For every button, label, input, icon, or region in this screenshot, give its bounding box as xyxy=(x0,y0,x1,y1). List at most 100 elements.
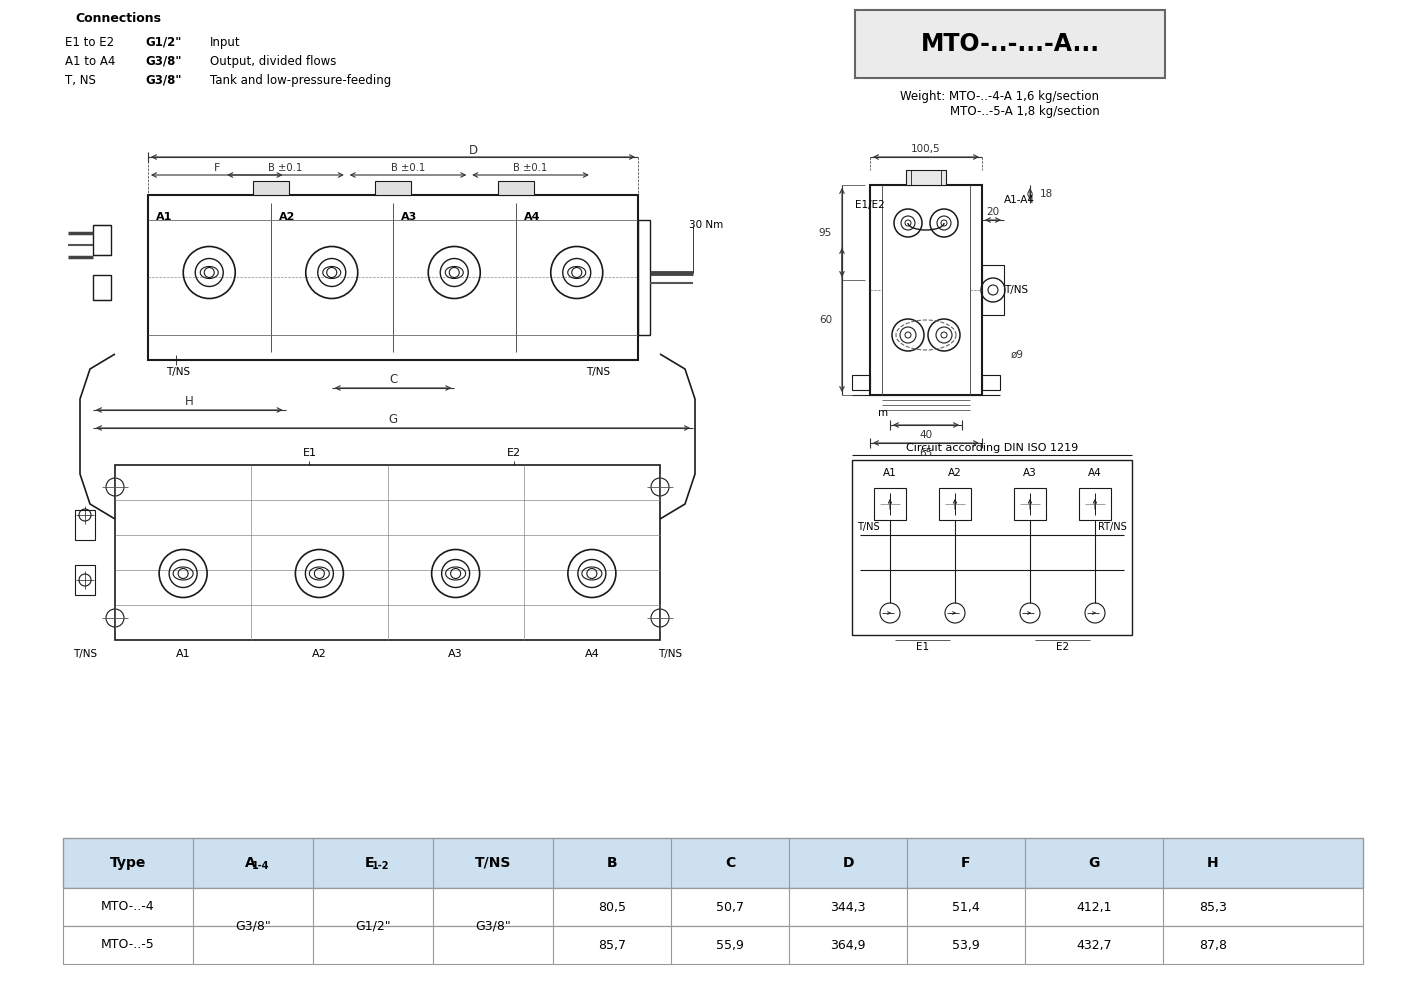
Text: ø9: ø9 xyxy=(1010,350,1023,360)
Bar xyxy=(63,838,1363,888)
Text: T/NS: T/NS xyxy=(166,367,190,377)
Text: F: F xyxy=(962,856,970,870)
Text: H: H xyxy=(186,395,194,407)
Text: 87,8: 87,8 xyxy=(1199,939,1227,951)
Bar xyxy=(1079,488,1112,520)
Bar xyxy=(870,185,982,395)
Text: A4: A4 xyxy=(1089,468,1102,478)
Text: 50,7: 50,7 xyxy=(716,901,743,914)
Text: 80,5: 80,5 xyxy=(598,901,626,914)
Bar xyxy=(873,488,906,520)
Bar xyxy=(939,488,970,520)
Text: B ±0.1: B ±0.1 xyxy=(514,163,548,173)
Text: 364,9: 364,9 xyxy=(831,939,866,951)
Text: B ±0.1: B ±0.1 xyxy=(268,163,303,173)
Text: T/NS: T/NS xyxy=(73,649,97,659)
Text: B ±0.1: B ±0.1 xyxy=(391,163,425,173)
Circle shape xyxy=(905,332,910,338)
Text: 60: 60 xyxy=(819,315,832,325)
Text: G3/8": G3/8" xyxy=(235,920,271,933)
Text: Input: Input xyxy=(210,36,241,48)
Bar xyxy=(93,275,111,300)
Circle shape xyxy=(905,220,910,226)
Bar xyxy=(116,465,661,640)
Text: A: A xyxy=(244,856,255,870)
Text: MTO-..-5: MTO-..-5 xyxy=(101,939,156,951)
Text: 432,7: 432,7 xyxy=(1076,939,1112,951)
Circle shape xyxy=(940,332,948,338)
Bar xyxy=(638,220,651,335)
Text: E2: E2 xyxy=(1056,642,1069,652)
Text: MTO-..-4: MTO-..-4 xyxy=(101,901,154,914)
Text: Output, divided flows: Output, divided flows xyxy=(210,54,337,67)
Text: A2: A2 xyxy=(313,649,327,659)
Text: E2: E2 xyxy=(507,448,521,458)
Text: A2: A2 xyxy=(278,212,295,222)
Circle shape xyxy=(327,267,337,278)
Text: T, NS: T, NS xyxy=(66,73,96,86)
Bar xyxy=(93,225,111,255)
Text: T/NS: T/NS xyxy=(658,649,682,659)
Text: A4: A4 xyxy=(585,649,599,659)
Text: C: C xyxy=(725,856,735,870)
Text: T/NS: T/NS xyxy=(586,367,611,377)
Text: m: m xyxy=(878,408,888,418)
Bar xyxy=(852,460,1132,635)
Text: E1 to E2: E1 to E2 xyxy=(66,36,114,48)
Bar xyxy=(76,565,96,595)
Text: G: G xyxy=(1089,856,1100,870)
Text: E1/E2: E1/E2 xyxy=(855,200,885,210)
Text: 1-4: 1-4 xyxy=(253,861,270,871)
Text: A3: A3 xyxy=(448,649,462,659)
Text: A1-A4: A1-A4 xyxy=(1005,195,1035,205)
Text: RT/NS: RT/NS xyxy=(1099,522,1127,532)
Bar xyxy=(855,10,1164,78)
Text: 412,1: 412,1 xyxy=(1076,901,1112,914)
Bar xyxy=(63,926,1363,964)
Text: 53,9: 53,9 xyxy=(952,939,980,951)
Circle shape xyxy=(450,267,459,278)
Text: G1/2": G1/2" xyxy=(355,920,391,933)
Text: 1-2: 1-2 xyxy=(372,861,390,871)
Text: Tank and low-pressure-feeding: Tank and low-pressure-feeding xyxy=(210,73,391,86)
Text: Connections: Connections xyxy=(76,12,161,25)
Text: D: D xyxy=(842,856,853,870)
Text: 55,9: 55,9 xyxy=(716,939,743,951)
Text: G3/8": G3/8" xyxy=(475,920,511,933)
Text: 344,3: 344,3 xyxy=(831,901,866,914)
Text: 30 Nm: 30 Nm xyxy=(689,220,723,230)
Text: 18: 18 xyxy=(1040,189,1053,199)
Text: A4: A4 xyxy=(524,212,539,222)
Text: 95: 95 xyxy=(819,227,832,237)
Text: 65: 65 xyxy=(919,448,933,458)
Text: 85,3: 85,3 xyxy=(1199,901,1227,914)
Text: A1: A1 xyxy=(883,468,898,478)
Text: E: E xyxy=(365,856,375,870)
Text: 20: 20 xyxy=(986,207,999,217)
Text: T/NS: T/NS xyxy=(858,522,879,532)
Text: H: H xyxy=(1207,856,1219,870)
Bar xyxy=(148,195,638,360)
Bar xyxy=(982,265,1005,315)
Text: MTO-..-...-A...: MTO-..-...-A... xyxy=(920,32,1100,56)
Text: G3/8": G3/8" xyxy=(146,54,181,67)
Text: A1: A1 xyxy=(176,649,190,659)
Text: T/NS: T/NS xyxy=(1005,285,1027,295)
Text: C: C xyxy=(390,373,397,386)
Text: Type: Type xyxy=(110,856,146,870)
Text: Weight: MTO-..-4-A 1,6 kg/section: Weight: MTO-..-4-A 1,6 kg/section xyxy=(900,89,1099,103)
Text: 100,5: 100,5 xyxy=(912,144,940,154)
Text: G: G xyxy=(388,412,398,425)
Text: 51,4: 51,4 xyxy=(952,901,980,914)
Bar xyxy=(982,375,1000,390)
Bar xyxy=(1015,488,1046,520)
Text: B: B xyxy=(606,856,618,870)
Text: Circuit according DIN ISO 1219: Circuit according DIN ISO 1219 xyxy=(906,443,1079,453)
Text: MTO-..-5-A 1,8 kg/section: MTO-..-5-A 1,8 kg/section xyxy=(950,105,1100,118)
Text: T/NS: T/NS xyxy=(475,856,511,870)
Text: A1: A1 xyxy=(156,212,173,222)
Bar xyxy=(906,170,946,185)
Text: A3: A3 xyxy=(1023,468,1037,478)
Text: G3/8": G3/8" xyxy=(146,73,181,86)
Bar xyxy=(375,181,411,195)
